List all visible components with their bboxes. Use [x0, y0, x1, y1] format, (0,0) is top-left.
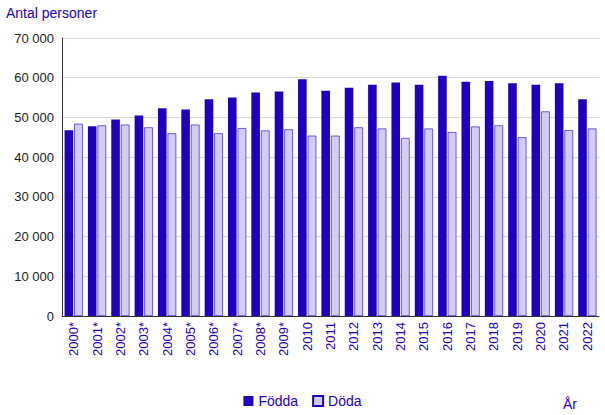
svg-text:Födda: Födda — [258, 393, 298, 409]
svg-text:Döda: Döda — [328, 393, 362, 409]
svg-text:Antal personer: Antal personer — [6, 5, 97, 21]
svg-text:50 000: 50 000 — [14, 110, 54, 125]
svg-text:2020: 2020 — [533, 322, 548, 351]
svg-text:2021: 2021 — [556, 322, 571, 351]
svg-text:2010: 2010 — [300, 322, 315, 351]
svg-text:2001*: 2001* — [90, 322, 105, 356]
svg-text:2018: 2018 — [486, 322, 501, 351]
svg-text:2004*: 2004* — [160, 322, 175, 356]
svg-text:2006*: 2006* — [206, 322, 221, 356]
svg-text:0: 0 — [47, 309, 54, 324]
svg-text:2019: 2019 — [510, 322, 525, 351]
svg-text:2008*: 2008* — [253, 322, 268, 356]
svg-text:30 000: 30 000 — [14, 189, 54, 204]
svg-text:2005*: 2005* — [183, 322, 198, 356]
svg-text:2017: 2017 — [463, 322, 478, 351]
svg-text:2009*: 2009* — [276, 322, 291, 356]
svg-text:2003*: 2003* — [136, 322, 151, 356]
svg-text:År: År — [563, 396, 577, 412]
svg-text:2000*: 2000* — [66, 322, 81, 356]
svg-text:60 000: 60 000 — [14, 70, 54, 85]
svg-text:2013: 2013 — [370, 322, 385, 351]
svg-text:10 000: 10 000 — [14, 269, 54, 284]
svg-text:2022: 2022 — [580, 322, 595, 351]
svg-text:40 000: 40 000 — [14, 150, 54, 165]
svg-text:2016: 2016 — [440, 322, 455, 351]
svg-text:70 000: 70 000 — [14, 31, 54, 46]
svg-text:2014: 2014 — [393, 322, 408, 351]
svg-text:2015: 2015 — [416, 322, 431, 351]
svg-text:20 000: 20 000 — [14, 229, 54, 244]
svg-text:2012: 2012 — [346, 322, 361, 351]
svg-text:2007*: 2007* — [230, 322, 245, 356]
svg-text:2011: 2011 — [323, 322, 338, 350]
svg-text:2002*: 2002* — [113, 322, 128, 356]
